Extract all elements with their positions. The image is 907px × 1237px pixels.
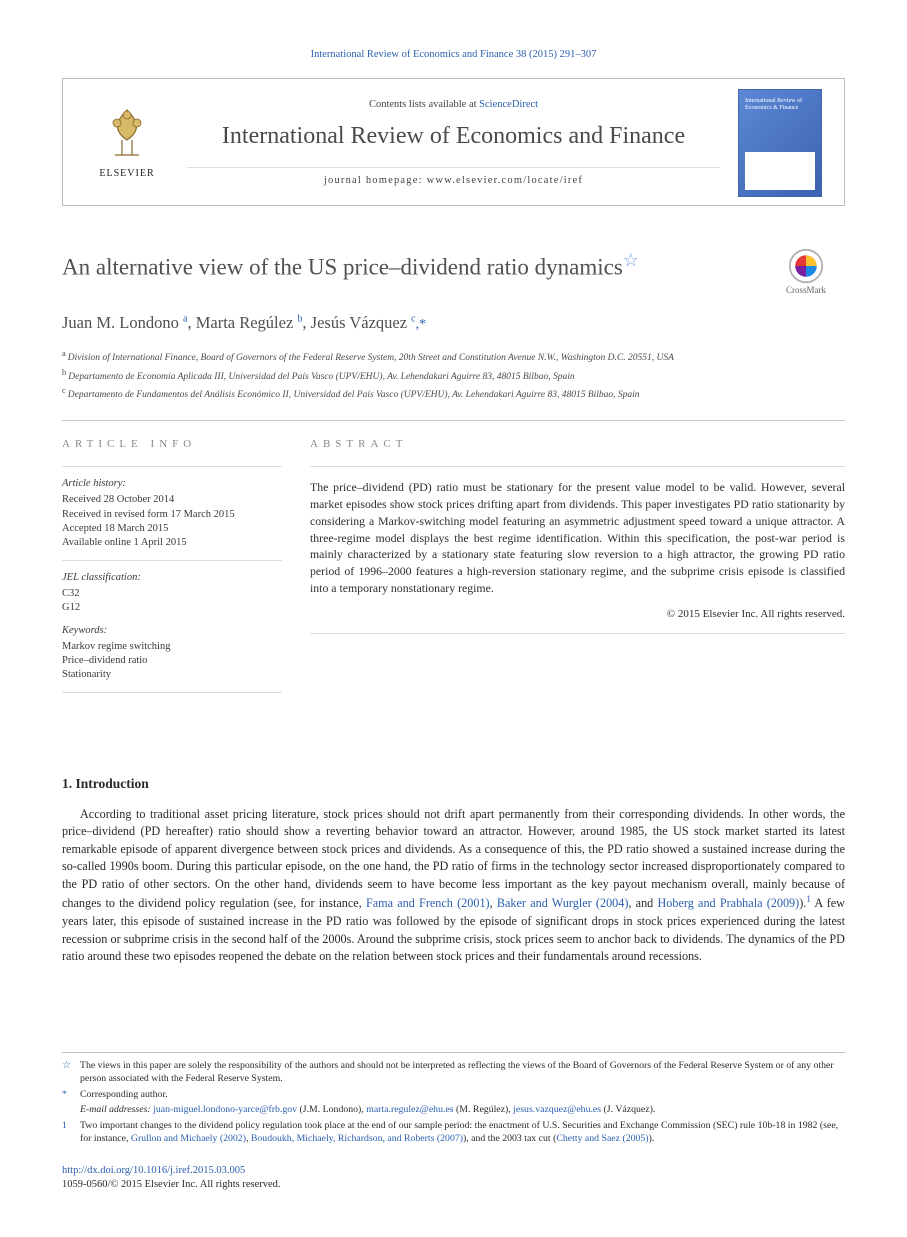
affiliation-item: cDepartamento de Fundamentos del Análisi… [62,384,845,402]
footnote-text: Corresponding author. [80,1088,168,1102]
running-head: International Review of Economics and Fi… [62,48,845,62]
footnote-star-icon: ☆ [62,1059,74,1086]
divider [62,420,845,421]
article-title: An alternative view of the US price–divi… [62,248,639,283]
history-item: Received 28 October 2014 [62,493,282,507]
footnotes-block: ☆ The views in this paper are solely the… [62,1052,845,1146]
email-link[interactable]: juan-miguel.londono-yarce@frb.gov [153,1104,297,1115]
crossmark-label: CrossMark [786,284,826,296]
footnote-item: ☆ The views in this paper are solely the… [62,1059,845,1086]
email-link[interactable]: jesus.vazquez@ehu.es [513,1104,601,1115]
citation-link[interactable]: Chetty and Saez (2005) [556,1133,648,1144]
abstract-column: ABSTRACT The price–dividend (PD) ratio m… [310,437,845,703]
history-item: Available online 1 April 2015 [62,536,282,550]
crossmark-badge[interactable]: CrossMark [767,248,845,296]
jel-label: JEL classification: [62,571,282,585]
citation-link[interactable]: Fama and French (2001) [366,896,490,910]
contents-prefix: Contents lists available at [369,99,479,110]
footnote-text: The views in this paper are solely the r… [80,1059,845,1086]
citation-link[interactable]: Boudoukh, Michaely, Richardson, and Robe… [251,1133,463,1144]
author-name: Jesús Vázquez [311,313,407,332]
masthead-center: Contents lists available at ScienceDirec… [187,98,720,188]
abstract-copyright: © 2015 Elsevier Inc. All rights reserved… [310,607,845,622]
cover-title: International Review of Economics & Fina… [745,98,815,111]
keywords-label: Keywords: [62,624,282,638]
sciencedirect-link[interactable]: ScienceDirect [479,99,538,110]
keyword: Price–dividend ratio [62,654,282,668]
body-paragraph: According to traditional asset pricing l… [62,806,845,966]
author-name: Marta Regúlez [196,313,294,332]
author-aff-link[interactable]: b [297,314,302,325]
author-aff-link[interactable]: a [183,314,187,325]
masthead: ELSEVIER Contents lists available at Sci… [62,78,845,206]
email-link[interactable]: marta.regulez@ehu.es [366,1104,453,1115]
affiliation-item: aDivision of International Finance, Boar… [62,347,845,365]
affiliation-item: bDepartamento de Economía Aplicada III, … [62,366,845,384]
history-label: Article history: [62,477,282,491]
citation-link[interactable]: Baker and Wurgler (2004) [497,896,629,910]
page-root: International Review of Economics and Fi… [0,0,907,1232]
publisher-logo: ELSEVIER [77,105,177,181]
issn-copyright: 1059-0560/© 2015 Elsevier Inc. All right… [62,1179,281,1190]
footnote-item: E-mail addresses: juan-miguel.londono-ya… [62,1103,845,1117]
homepage-url: www.elsevier.com/locate/iref [427,175,584,186]
doi-link[interactable]: http://dx.doi.org/10.1016/j.iref.2015.03… [62,1165,245,1176]
author-list: Juan M. Londono a, Marta Regúlez b, Jesú… [62,312,845,335]
emails-label: E-mail addresses: [80,1104,153,1115]
article-info-heading: ARTICLE INFO [62,437,282,452]
author-name: Juan M. Londono [62,313,179,332]
footnote-item: 1 Two important changes to the dividend … [62,1119,845,1146]
doi-block: http://dx.doi.org/10.1016/j.iref.2015.03… [62,1164,845,1192]
corresponding-author-icon[interactable]: ,* [416,317,427,332]
publisher-name: ELSEVIER [99,167,154,181]
keyword: Stationarity [62,668,282,682]
footnote-item: * Corresponding author. [62,1088,845,1102]
article-info-column: ARTICLE INFO Article history: Received 2… [62,437,282,703]
citation-link[interactable]: Hoberg and Prabhala (2009) [657,896,799,910]
citation-link[interactable]: Grullon and Michaely (2002) [131,1133,246,1144]
running-head-link[interactable]: International Review of Economics and Fi… [311,49,597,60]
jel-code: C32 [62,587,282,601]
journal-cover-thumb: International Review of Economics & Fina… [738,89,822,197]
title-footnote-star-icon[interactable]: ☆ [623,250,639,270]
journal-title: International Review of Economics and Fi… [187,120,720,152]
affiliations: aDivision of International Finance, Boar… [62,347,845,402]
footnote-number: 1 [62,1119,74,1146]
section-heading: 1. Introduction [62,775,845,793]
history-item: Received in revised form 17 March 2015 [62,508,282,522]
abstract-text: The price–dividend (PD) ratio must be st… [310,479,845,596]
jel-code: G12 [62,601,282,615]
history-item: Accepted 18 March 2015 [62,522,282,536]
elsevier-tree-icon [97,105,157,165]
article-title-text: An alternative view of the US price–divi… [62,255,623,280]
abstract-heading: ABSTRACT [310,437,845,452]
footnote-asterisk-icon: * [62,1088,74,1102]
homepage-prefix: journal homepage: [324,175,427,186]
crossmark-icon [788,248,824,284]
keyword: Markov regime switching [62,640,282,654]
